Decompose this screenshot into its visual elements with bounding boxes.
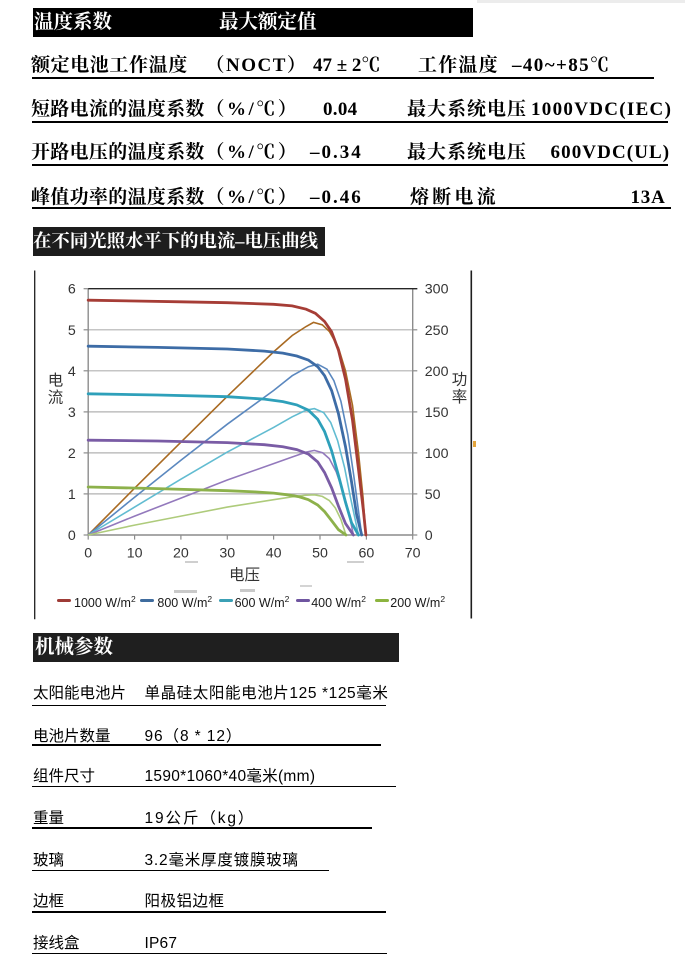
svg-text:电: 电	[48, 372, 64, 390]
svg-text:50: 50	[425, 487, 441, 503]
svg-text:流: 流	[48, 389, 64, 407]
svg-text:70: 70	[405, 545, 421, 561]
svg-text:功: 功	[452, 371, 468, 389]
svg-text:电压: 电压	[229, 566, 260, 584]
svg-text:0: 0	[425, 528, 433, 544]
svg-text:2: 2	[68, 446, 76, 462]
svg-text:0: 0	[84, 545, 92, 561]
svg-text:300: 300	[425, 282, 449, 298]
svg-text:250: 250	[425, 323, 449, 339]
svg-text:4: 4	[68, 364, 76, 380]
svg-text:40: 40	[266, 545, 282, 561]
svg-text:100: 100	[425, 446, 449, 462]
svg-text:1: 1	[68, 487, 76, 503]
svg-text:6: 6	[68, 282, 76, 298]
svg-text:3: 3	[68, 405, 76, 421]
svg-text:60: 60	[359, 545, 375, 561]
svg-text:率: 率	[452, 388, 468, 406]
svg-text:20: 20	[173, 545, 189, 561]
svg-text:0: 0	[68, 528, 76, 544]
svg-text:200: 200	[425, 364, 449, 380]
svg-text:30: 30	[219, 545, 235, 561]
svg-text:150: 150	[425, 405, 449, 421]
svg-text:10: 10	[127, 545, 143, 561]
svg-text:5: 5	[68, 323, 76, 339]
svg-text:50: 50	[312, 545, 328, 561]
